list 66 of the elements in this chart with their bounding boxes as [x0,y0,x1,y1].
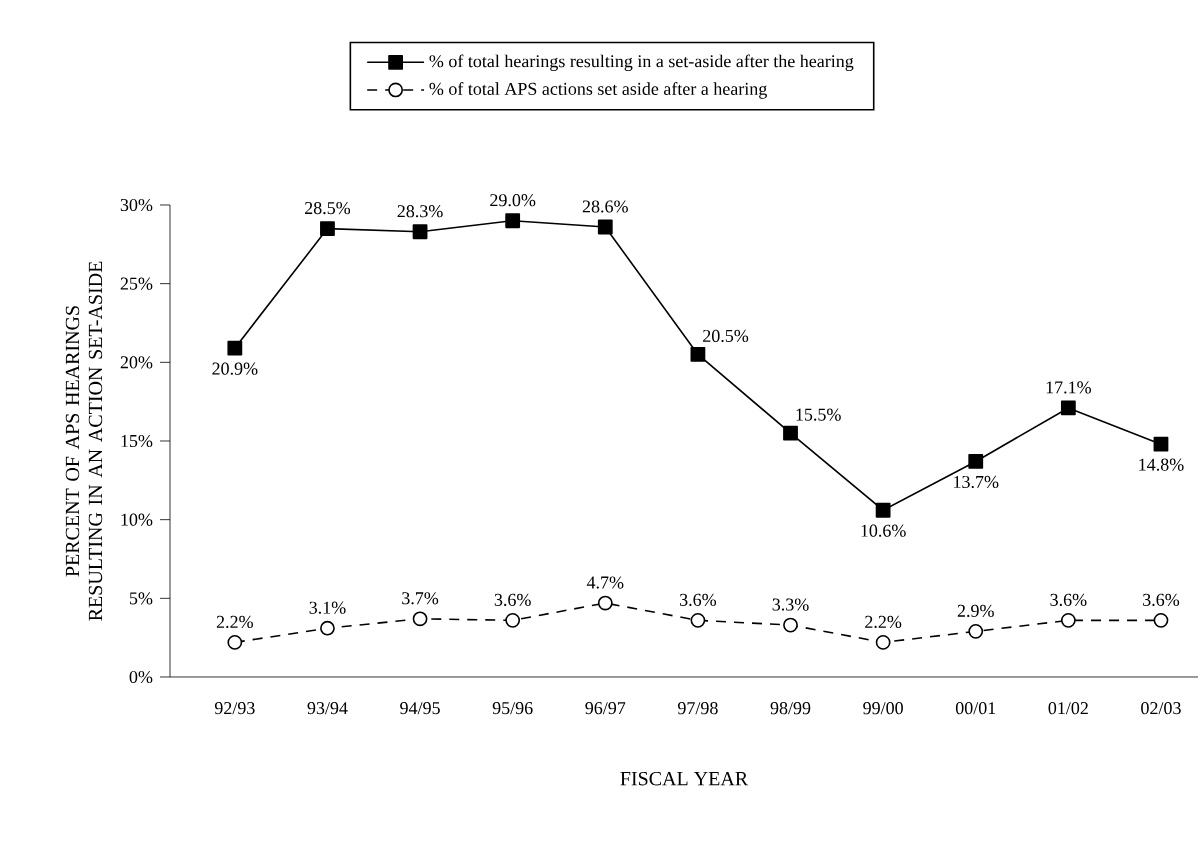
point [227,340,243,356]
point [875,634,891,650]
point [597,219,613,235]
x-tick-label: 97/98 [677,702,718,715]
point [783,425,798,441]
x-tick-label: 01/02 [1048,702,1088,715]
point [320,221,335,236]
x-tick-label: 99/00 [863,702,903,715]
x-tick-label: 93/94 [307,702,348,715]
data-label: 2.2% [216,615,253,628]
data-label: 3.6% [1143,593,1180,606]
point [505,213,521,229]
y-tick-label: 15% [121,434,153,448]
x-tick-label: 98/99 [770,702,811,715]
data-label: 3.3% [772,598,809,611]
data-label: 3.6% [1050,593,1087,606]
data-label: 3.1% [309,601,346,614]
point [968,454,984,469]
y-axis-title: PERCENT OF APS HEARINGS RESULTING IN AN ACTION SET-ASIDE [65,261,103,621]
data-label: 4.7% [586,576,624,589]
x-tick-label: 94/95 [400,702,440,715]
y-tick-label: 5% [129,592,153,605]
x-tick-label: 92/93 [214,702,255,715]
y-tick-label: 10% [121,513,153,526]
data-label: 3.7% [402,592,439,605]
data-label: 3.6% [494,593,531,606]
point [412,611,428,627]
data-label: 28.5% [304,201,351,215]
point [320,620,335,636]
x-tick-label: 95/96 [492,702,533,715]
point [875,502,891,518]
data-label: 14.8% [1139,458,1184,471]
point [968,623,984,639]
x-tick-label: 00/01 [955,702,996,715]
data-label: 29.0% [490,194,536,207]
data-label: 2.2% [865,615,902,628]
data-label: 10.6% [861,524,906,537]
point [412,224,428,240]
data-label: 28.6% [582,200,628,213]
point [690,612,706,628]
point [1153,436,1169,452]
data-label: 28.3% [397,205,443,218]
y-tick-label: 0% [129,670,153,684]
data-label: 13.7% [954,475,999,489]
data-label: 20.9% [212,362,258,375]
y-tick-label: 20% [120,356,153,369]
data-label: 2.9% [957,604,994,617]
x-tick-label: 96/97 [585,702,626,715]
data-label: 20.5% [703,329,749,343]
data-label: 15.5% [796,408,841,421]
legend-label: % of total hearings resulting in a set-aside after the hearing [429,54,854,72]
y-tick-label: 25% [120,277,153,290]
point [690,347,706,362]
point [597,595,613,611]
point [505,612,521,628]
point [1060,400,1076,416]
point [783,617,798,633]
legend-label: % of total APS actions set aside after a hearing [429,82,767,99]
data-label: 17.1% [1046,381,1091,394]
point [1060,612,1076,628]
data-label: 3.6% [680,593,717,606]
x-tick-label: 02/03 [1141,702,1181,715]
x-axis-title: FISCAL YEAR [620,771,749,786]
y-tick-label: 30% [120,198,153,212]
point [1153,612,1169,628]
point [227,634,243,650]
